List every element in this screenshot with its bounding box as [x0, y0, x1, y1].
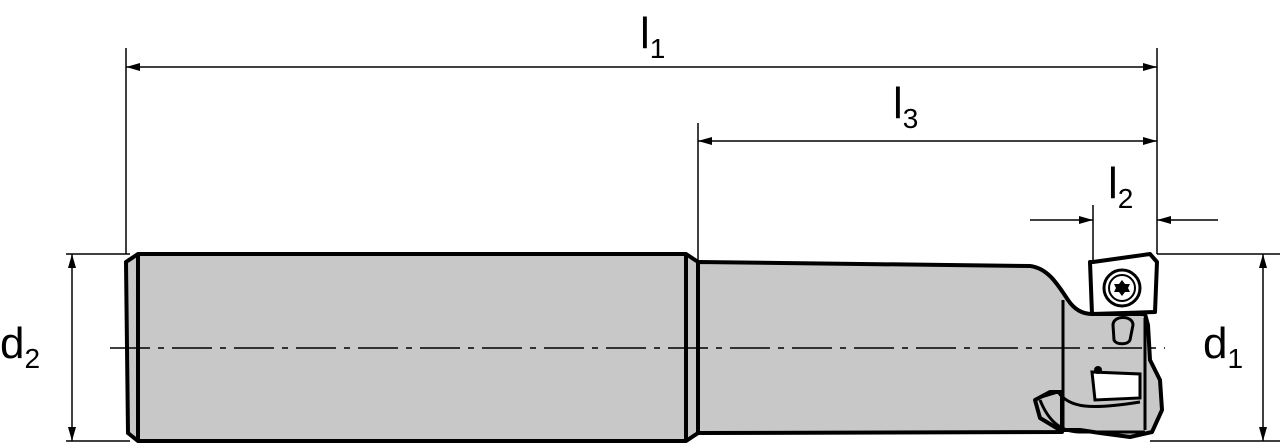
label-l3: l3	[893, 79, 918, 134]
torx-icon	[1114, 280, 1130, 296]
cutter-body	[696, 260, 1164, 439]
label-d1: d1	[1203, 319, 1243, 374]
label-l2: l2	[1108, 159, 1133, 214]
label-d2: d2	[0, 319, 40, 374]
label-l1: l1	[640, 9, 665, 64]
insert	[1088, 252, 1159, 402]
